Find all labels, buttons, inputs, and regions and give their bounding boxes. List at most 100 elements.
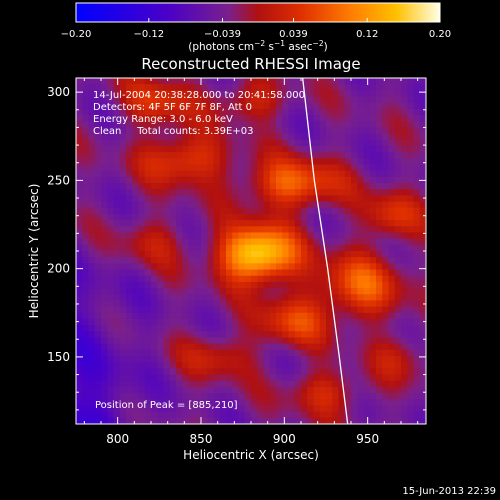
heatmap-cell	[144, 368, 152, 376]
heatmap	[76, 78, 426, 424]
heatmap-cell	[407, 115, 415, 122]
heatmap-cell	[113, 368, 121, 376]
heatmap-cell	[413, 195, 421, 203]
heatmap-cell	[419, 139, 426, 147]
heatmap-cell	[194, 318, 202, 326]
heatmap-cell	[257, 226, 265, 234]
heatmap-cell	[276, 152, 283, 159]
heatmap-cell	[182, 183, 190, 190]
heatmap-cell	[126, 139, 133, 147]
heatmap-cell	[301, 238, 308, 246]
heatmap-cell	[301, 386, 308, 394]
heatmap-cell	[151, 238, 158, 246]
heatmap-cell	[344, 318, 352, 326]
heatmap-cell	[201, 226, 208, 234]
heatmap-cell	[157, 108, 165, 116]
heatmap-cell	[394, 257, 402, 264]
heatmap-cell	[382, 281, 390, 289]
heatmap-cell	[113, 362, 121, 369]
heatmap-cell	[138, 263, 146, 271]
heatmap-cell	[269, 257, 277, 264]
heatmap-cell	[376, 133, 383, 141]
heatmap-cell	[244, 133, 252, 141]
heatmap-cell	[269, 244, 277, 252]
heatmap-cell	[332, 133, 340, 141]
heatmap-cell	[319, 78, 327, 85]
heatmap-cell	[226, 300, 233, 308]
heatmap-cell	[244, 275, 252, 283]
heatmap-cell	[369, 102, 377, 110]
heatmap-cell	[263, 275, 271, 283]
heatmap-cell	[301, 220, 308, 227]
heatmap-cell	[326, 127, 333, 135]
heatmap-cell	[113, 176, 121, 184]
heatmap-cell	[407, 362, 415, 369]
heatmap-cell	[263, 176, 271, 184]
heatmap-cell	[151, 386, 158, 394]
heatmap-cell	[257, 312, 265, 320]
heatmap-cell	[263, 399, 271, 407]
heatmap-cell	[388, 288, 396, 295]
heatmap-cell	[144, 362, 152, 369]
heatmap-cell	[132, 380, 140, 388]
heatmap-cell	[326, 201, 333, 209]
heatmap-cell	[144, 257, 152, 264]
heatmap-cell	[251, 312, 258, 320]
heatmap-cell	[351, 207, 358, 215]
heatmap-cell	[357, 300, 365, 308]
heatmap-cell	[294, 133, 302, 141]
heatmap-cell	[101, 263, 108, 271]
heatmap-cell	[319, 368, 327, 376]
heatmap-cell	[207, 78, 215, 85]
heatmap-cell	[344, 251, 352, 258]
heatmap-cell	[251, 139, 258, 147]
heatmap-cell	[151, 78, 158, 85]
heatmap-cell	[207, 121, 215, 129]
heatmap-cell	[401, 257, 408, 264]
heatmap-cell	[369, 362, 377, 369]
heatmap-cell	[219, 183, 227, 190]
heatmap-cell	[182, 213, 190, 221]
heatmap-cell	[363, 139, 371, 147]
heatmap-cell	[182, 176, 190, 184]
heatmap-cell	[201, 331, 208, 339]
heatmap-cell	[194, 356, 202, 363]
heatmap-cell	[301, 312, 308, 320]
heatmap-cell	[388, 152, 396, 159]
heatmap-cell	[394, 269, 402, 277]
heatmap-cell	[407, 127, 415, 135]
heatmap-cell	[194, 251, 202, 258]
heatmap-cell	[382, 288, 390, 295]
heatmap-cell	[332, 145, 340, 153]
heatmap-cell	[244, 226, 252, 234]
heatmap-cell	[419, 170, 426, 178]
heatmap-cell	[407, 251, 415, 258]
heatmap-cell	[188, 115, 196, 122]
heatmap-cell	[194, 96, 202, 104]
heatmap-cell	[394, 170, 402, 178]
heatmap-cell	[238, 417, 246, 424]
heatmap-cell	[126, 386, 133, 394]
heatmap-cell	[251, 176, 258, 184]
heatmap-cell	[151, 152, 158, 159]
heatmap-cell	[238, 108, 246, 116]
heatmap-cell	[319, 362, 327, 369]
heatmap-cell	[201, 213, 208, 221]
heatmap-cell	[326, 213, 333, 221]
heatmap-cell	[263, 269, 271, 277]
heatmap-cell	[207, 337, 215, 345]
heatmap-cell	[401, 115, 408, 122]
heatmap-cell	[263, 263, 271, 271]
heatmap-cell	[307, 238, 315, 246]
heatmap-cell	[276, 176, 283, 184]
heatmap-cell	[382, 374, 390, 382]
heatmap-cell	[257, 96, 265, 104]
heatmap-cell	[94, 220, 102, 227]
heatmap-cell	[88, 145, 96, 153]
heatmap-cell	[269, 226, 277, 234]
heatmap-cell	[132, 306, 140, 314]
heatmap-cell	[76, 238, 83, 246]
heatmap-cell	[144, 78, 152, 85]
heatmap-cell	[82, 393, 90, 400]
heatmap-cell	[407, 244, 415, 252]
